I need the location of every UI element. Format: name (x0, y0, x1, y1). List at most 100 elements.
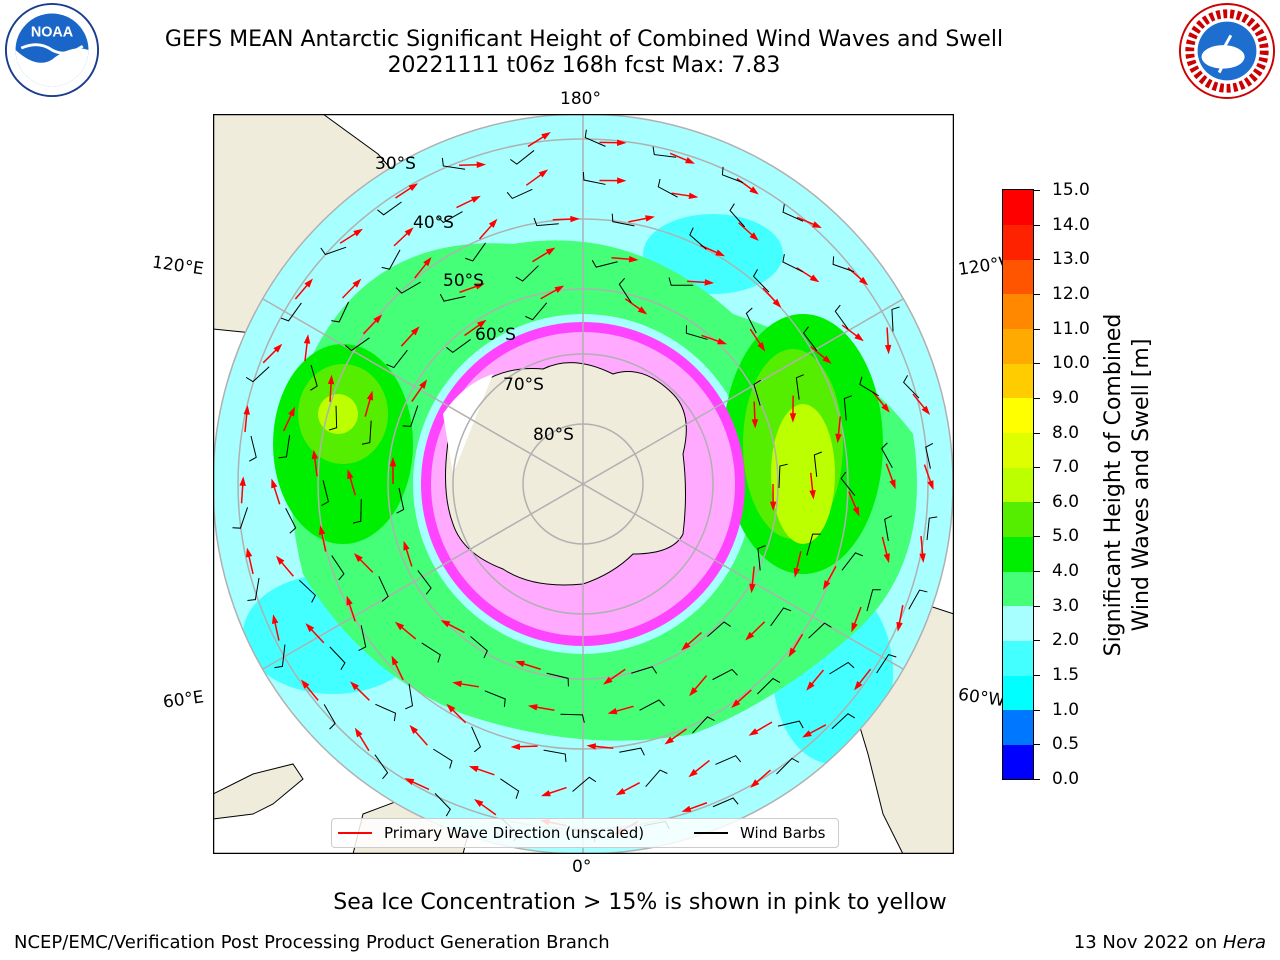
wind-barb (298, 579, 316, 603)
wave-arrow-head (527, 704, 538, 711)
wind-barb (245, 366, 270, 383)
wave-arrow-head (408, 183, 419, 192)
wind-barb (859, 376, 879, 397)
wave-arrow (364, 397, 372, 417)
wind-barb (611, 213, 635, 227)
footer-machine: Hera (1222, 932, 1266, 953)
wave-arrow (475, 767, 495, 776)
wave-arrow (872, 391, 886, 408)
wave-arrow (413, 729, 428, 746)
wind-barb (712, 797, 739, 808)
lat-label-80s: 80°S (533, 425, 574, 445)
wind-barb (866, 589, 881, 612)
wind-barb (876, 654, 897, 674)
wave-arrow (898, 605, 904, 625)
wind-barb (232, 507, 249, 529)
wave-arrow (848, 491, 858, 511)
wave-arrow (521, 662, 541, 670)
noaa-logo: NOAA (4, 2, 100, 98)
wind-barb (525, 302, 548, 321)
wind-barb (707, 621, 731, 637)
wave-arrow-head (789, 413, 797, 423)
colorbar-tick-label: 11.0 (1052, 318, 1090, 339)
wave-arrow-head (615, 788, 626, 796)
wave-arrow (458, 682, 479, 688)
colorbar-tick (1034, 605, 1040, 607)
wind-barb (881, 442, 893, 468)
wave-arrow-head (389, 457, 397, 467)
wave-arrow (796, 267, 814, 280)
colorbar-segment (1003, 259, 1033, 295)
wave-arrow-head (681, 641, 691, 651)
lon-label-180: 180° (560, 89, 601, 109)
wind-barb (756, 677, 781, 695)
wind-barb (323, 704, 336, 730)
wave-arrow (847, 267, 864, 282)
colorbar-tick (1034, 467, 1040, 469)
wave-arrow-head (288, 406, 296, 417)
wave-arrow (751, 566, 755, 587)
colorbar-tick-label: 15.0 (1052, 180, 1090, 200)
chart-subtitle: 20221111 t06z 168h fcst Max: 7.83 (387, 53, 781, 78)
wave-arrow-head (750, 779, 760, 788)
colorbar-tick (1034, 224, 1040, 226)
wave-arrow (304, 684, 319, 701)
wind-barb (378, 576, 389, 602)
wind-barb (396, 487, 405, 514)
wind-barb (639, 699, 665, 711)
wind-barb (386, 349, 408, 369)
wave-arrow (450, 708, 467, 724)
wind-barb (280, 302, 302, 322)
wind-barb (757, 545, 766, 571)
sea-ice-caption: Sea Ice Concentration > 15% is shown in … (333, 890, 947, 915)
wave-arrow (749, 328, 762, 347)
lat-label-30s: 30°S (375, 154, 416, 174)
lat-label-50s: 50°S (443, 271, 484, 291)
wave-arrow-head (541, 131, 551, 140)
wave-arrow-head (854, 680, 863, 691)
wind-barb (441, 157, 466, 170)
wave-arrow-head (664, 736, 674, 745)
wave-arrow (810, 346, 827, 361)
wind-barb (434, 793, 451, 817)
colorbar-segment (1003, 328, 1033, 364)
wave-arrow-head (350, 681, 360, 691)
wave-arrow (273, 620, 280, 641)
colorbar-segment (1003, 397, 1033, 434)
wave-arrow (532, 250, 550, 263)
wind-barb (782, 204, 804, 222)
colorbar-tick (1034, 709, 1040, 711)
wave-arrow (411, 384, 424, 402)
wave-band-6-7m (771, 404, 835, 544)
wave-arrow-head (545, 247, 556, 256)
wave-arrow (414, 261, 428, 279)
noaa-logo-text: NOAA (31, 25, 74, 41)
wave-arrow-head (243, 405, 250, 415)
wind-barb (689, 227, 707, 250)
lon-label-0: 0° (572, 857, 592, 877)
wind-barb (446, 339, 471, 354)
colorbar-segment (1003, 363, 1033, 399)
wave-arrow (294, 283, 309, 300)
wave-arrow-head (884, 344, 892, 355)
wave-arrow-head (403, 540, 410, 551)
wind-barb (908, 589, 928, 610)
wind-barb (841, 552, 864, 571)
wind-barb (752, 269, 770, 293)
lat-label-60s: 60°S (475, 325, 516, 345)
wind-barb (560, 713, 585, 723)
wave-arrow-head (311, 449, 319, 460)
wave-arrow (479, 802, 497, 816)
wind-barb (320, 246, 347, 256)
wave-arrow-head (788, 647, 797, 658)
wind-barb (433, 748, 453, 769)
wave-arrow-head (681, 805, 692, 812)
wave-arrow-head (603, 676, 613, 685)
wave-arrow-head (749, 583, 756, 594)
wave-arrow (687, 280, 708, 284)
wave-arrow (410, 780, 430, 791)
wave-direction-arrows (239, 131, 934, 835)
wave-arrow (810, 669, 825, 686)
wave-arrow (247, 554, 254, 575)
colorbar-tick (1034, 397, 1040, 399)
